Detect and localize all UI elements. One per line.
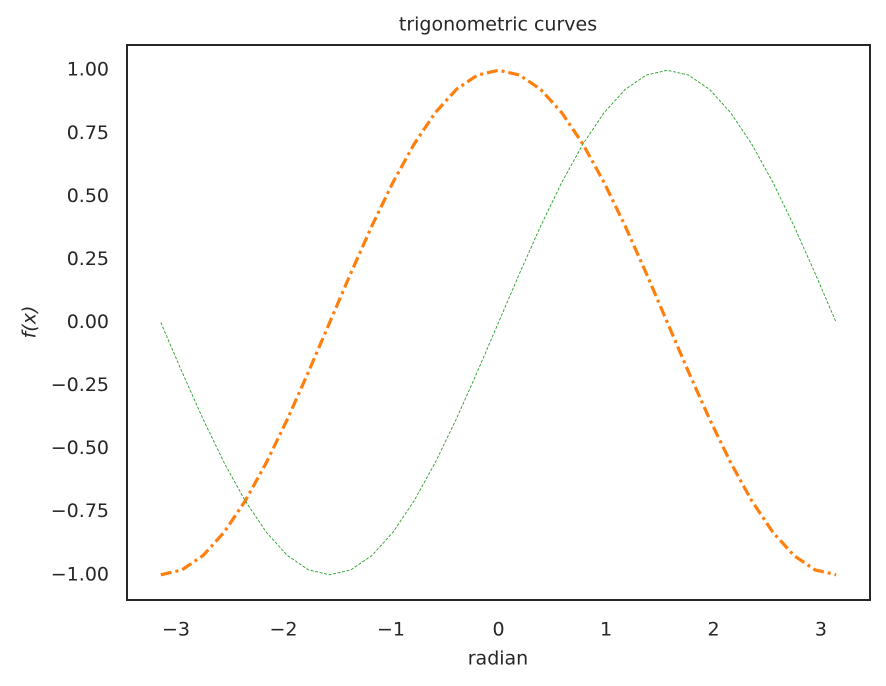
y-tick-label: 0.75 [67, 122, 109, 144]
x-tick-label: 0 [492, 619, 504, 641]
y-tick-label: −0.75 [51, 500, 109, 522]
line-series [160, 68, 837, 577]
y-tick-label: 0.25 [67, 248, 109, 270]
x-tick-label: 3 [815, 619, 827, 641]
chart-title: trigonometric curves [399, 14, 597, 36]
x-tick-label: −1 [377, 619, 405, 641]
x-axis-label: radian [468, 648, 528, 670]
y-tick-label: −0.25 [51, 374, 109, 396]
y-axis-label: f(x) [19, 306, 41, 339]
x-tick-label: −2 [270, 619, 298, 641]
x-tick-label: 1 [600, 619, 612, 641]
line-series [160, 69, 837, 576]
plot-frame [126, 44, 871, 601]
y-tick-label: 0.00 [67, 311, 109, 333]
y-tick-label: 0.50 [67, 185, 109, 207]
y-tick-label: −0.50 [51, 437, 109, 459]
plot-area [160, 68, 837, 577]
x-tick-label: 2 [707, 619, 719, 641]
y-tick-label: 1.00 [67, 59, 109, 81]
x-tick-label: −3 [162, 619, 190, 641]
y-tick-label: −1.00 [51, 563, 109, 585]
